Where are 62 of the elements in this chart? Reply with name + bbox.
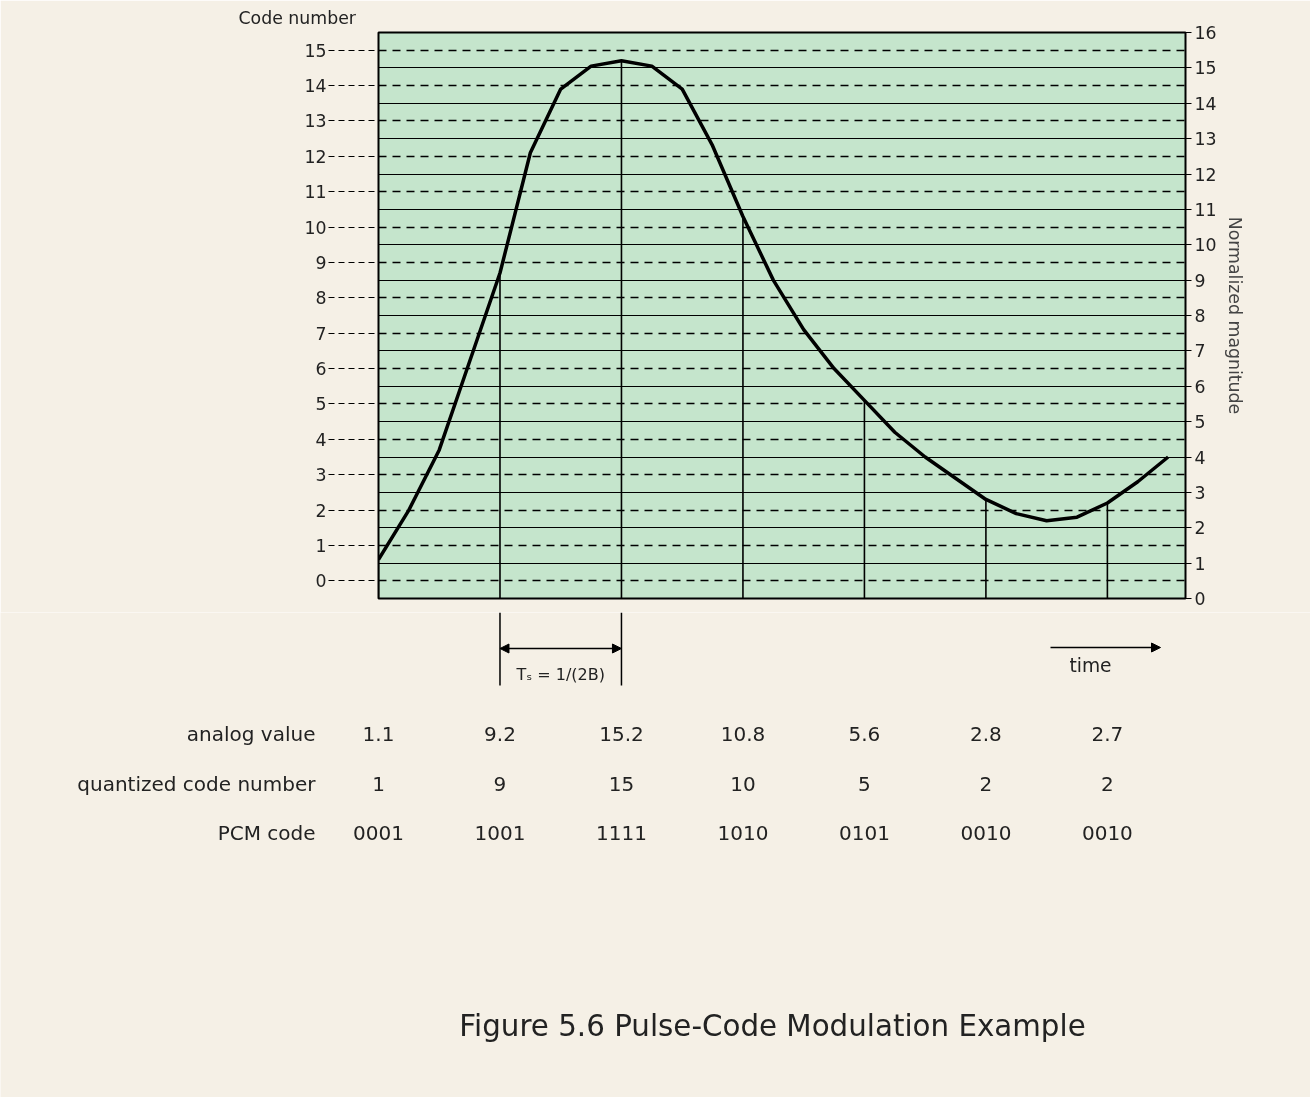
y-tick-label: 7	[1194, 341, 1206, 362]
text: 2	[1101, 771, 1114, 796]
y-tick-label: 11	[1194, 199, 1217, 220]
data-label: 15.2	[599, 721, 644, 746]
text: analog value	[186, 721, 316, 746]
text: quantized code number	[77, 771, 317, 796]
y2-tick-label: 8	[315, 288, 327, 309]
y2-tick-label: 12	[304, 146, 327, 167]
y2-tick-label: 7	[315, 323, 327, 344]
y-tick-label: 6	[1194, 376, 1206, 397]
y2-tick-label: 9	[315, 252, 327, 273]
text: PCM code	[217, 820, 316, 845]
y2-tick-label: 6	[315, 359, 327, 380]
text: 9	[493, 771, 507, 796]
text: 1001	[474, 820, 526, 845]
data-label: 2.8	[970, 721, 1002, 746]
y2-tick-label: 14	[304, 76, 327, 97]
y-tick-label: 15	[1194, 58, 1217, 79]
y-tick-label: 8	[1194, 306, 1206, 326]
text: 1111	[596, 820, 647, 845]
text: time	[1069, 655, 1112, 676]
y-tick-label: 3	[1194, 482, 1206, 503]
y2-tick-label: 13	[304, 111, 327, 132]
text: Tₛ = 1/(2B)	[515, 665, 605, 684]
y-tick-label: 9	[1194, 270, 1206, 291]
y-tick-label: 5	[1194, 412, 1206, 433]
y2-tick-label: 11	[304, 182, 327, 203]
data-label: 9.2	[484, 721, 516, 746]
text: 2	[979, 771, 993, 796]
y2-tick-label: 5	[315, 394, 327, 415]
data-label: 10.8	[720, 721, 766, 746]
y-tick-label: 10	[1194, 235, 1217, 256]
y2-tick-label: 0	[315, 571, 327, 592]
text: 5	[858, 771, 871, 796]
data-label: 1.1	[362, 721, 395, 746]
y-tick-label: 0	[1194, 589, 1206, 609]
y2-tick-label: 1	[315, 535, 327, 556]
text: 15	[608, 771, 635, 796]
data-label: 5.6	[848, 721, 881, 746]
text: 0101	[838, 820, 890, 845]
y2-axis-title: Code number	[238, 7, 357, 28]
y2-tick-label: 2	[315, 500, 327, 521]
text: 0010	[1081, 820, 1133, 845]
y-tick-label: 13	[1194, 129, 1217, 150]
text: 1010	[717, 820, 769, 845]
y2-tick-label: 3	[315, 465, 327, 486]
y2-tick-label: 15	[304, 40, 327, 61]
text: 0001	[353, 820, 404, 845]
y-tick-label: 1	[1194, 553, 1206, 574]
y-tick-label: 12	[1194, 164, 1217, 185]
y-axis-title: Normalized magnitude	[1224, 216, 1245, 415]
y-tick-label: 16	[1194, 23, 1217, 43]
text: 10	[730, 771, 756, 796]
y2-tick-label: 4	[315, 429, 327, 450]
y-tick-label: 4	[1194, 447, 1206, 468]
y-tick-label: 14	[1194, 93, 1217, 114]
y2-tick-label: 10	[304, 217, 327, 238]
y-tick-label: 2	[1194, 518, 1206, 539]
text: 1	[372, 771, 385, 796]
text: Figure 5.6 Pulse-Code Modulation Example	[459, 1008, 1086, 1043]
data-label: 2.7	[1091, 721, 1124, 746]
text: 0010	[960, 820, 1012, 845]
